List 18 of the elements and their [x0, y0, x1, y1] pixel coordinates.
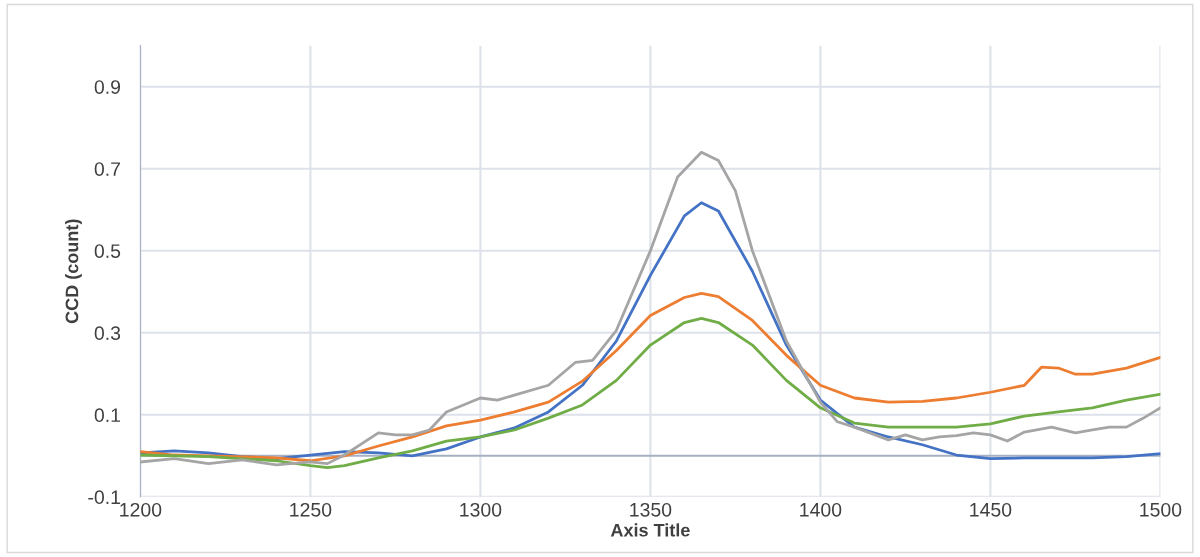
- x-tick-label: 1200: [120, 502, 162, 517]
- y-axis-title: CCD (count): [65, 219, 82, 324]
- y-tick-label: -0.1: [88, 490, 121, 505]
- y-tick-label: 0.3: [94, 326, 121, 341]
- line-series: [140, 292, 1161, 463]
- x-tick-label: 1250: [290, 502, 332, 517]
- x-axis-title: Axis Title: [610, 523, 690, 537]
- y-tick-label: 0.5: [94, 244, 121, 258]
- x-tick-label: 1400: [800, 502, 842, 517]
- y-tick-label: 0.1: [94, 408, 121, 423]
- x-tick-label: 1500: [1140, 502, 1182, 517]
- y-tick-label: 0.7: [94, 162, 120, 176]
- x-tick-label: 1300: [460, 502, 502, 517]
- line-series: [140, 150, 1161, 467]
- x-tick-label: 1450: [970, 502, 1012, 517]
- x-tick-label: 1350: [630, 502, 672, 517]
- line-series: [140, 317, 1161, 470]
- y-tick-label: 0.9: [94, 80, 121, 94]
